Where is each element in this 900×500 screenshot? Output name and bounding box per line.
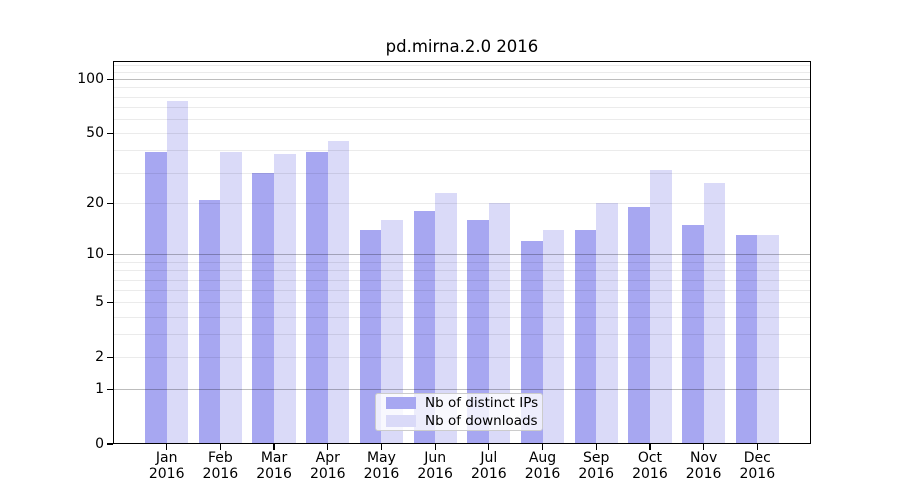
x-tick-mark — [219, 444, 221, 450]
y-tick-mark — [107, 388, 113, 390]
gridline-10 — [113, 254, 811, 256]
gridline-4 — [113, 316, 811, 318]
y-tick-mark — [107, 443, 113, 445]
x-tick-label: Jan 2016 — [148, 450, 185, 482]
gridline-50 — [113, 133, 811, 135]
gridline-70 — [113, 107, 811, 109]
y-tick-label: 100 — [77, 71, 104, 88]
bar-ips-jul — [467, 220, 489, 444]
bar-ips-jan — [145, 152, 167, 444]
x-tick-mark — [756, 444, 758, 450]
y-tick-label: 2 — [95, 349, 104, 366]
x-tick-label: Mar 2016 — [256, 450, 292, 482]
y-tick-mark — [107, 301, 113, 303]
x-tick-mark — [595, 444, 597, 450]
legend-row-downloads: Nb of downloads — [376, 412, 542, 429]
x-tick-label: Oct 2016 — [632, 450, 668, 482]
bar-downloads-sep — [596, 203, 618, 444]
bar-downloads-jul — [488, 203, 511, 444]
x-tick-label: Jun 2016 — [417, 450, 453, 482]
gridline-100 — [113, 79, 811, 81]
bar-ips-feb — [198, 199, 221, 444]
y-tick-mark — [107, 78, 113, 80]
gridline-7 — [113, 279, 811, 281]
y-tick-mark — [107, 202, 113, 204]
bar-downloads-mar — [274, 154, 296, 444]
legend-swatch-distinct-ips — [386, 397, 416, 409]
legend-row-distinct-ips: Nb of distinct IPs — [376, 394, 542, 411]
bar-ips-may — [359, 229, 382, 444]
x-tick-mark — [327, 444, 329, 450]
bar-downloads-jan — [166, 100, 189, 444]
x-tick-mark — [434, 444, 436, 450]
bar-ips-mar — [252, 172, 275, 444]
y-tick-mark — [107, 132, 113, 134]
gridline-30 — [113, 172, 811, 174]
x-tick-label: Aug 2016 — [524, 450, 561, 482]
x-tick-mark — [703, 444, 705, 450]
y-tick-label: 10 — [86, 246, 104, 263]
gridline-120 — [113, 64, 811, 66]
bar-downloads-may — [381, 220, 404, 444]
y-tick-label: 20 — [86, 195, 104, 212]
y-tick-label: 1 — [95, 381, 104, 398]
gridline-9 — [113, 262, 811, 263]
bar-downloads-dec — [757, 235, 779, 444]
gridline-110 — [113, 71, 811, 73]
legend-swatch-downloads — [386, 415, 416, 427]
chart-title: pd.mirna.2.0 2016 — [385, 37, 539, 56]
x-tick-label: Dec 2016 — [739, 450, 776, 482]
gridline-3 — [113, 334, 811, 336]
x-tick-label: Nov 2016 — [685, 450, 722, 482]
gridline-5 — [113, 302, 811, 304]
y-tick-label: 5 — [95, 294, 104, 311]
bar-ips-oct — [628, 207, 650, 444]
gridline-80 — [113, 96, 811, 98]
x-tick-mark — [273, 444, 275, 450]
bar-ips-dec — [735, 235, 758, 444]
y-tick-mark — [107, 253, 113, 256]
gridline-1 — [113, 389, 811, 391]
bar-downloads-jun — [435, 192, 457, 444]
bar-downloads-feb — [220, 152, 242, 444]
x-tick-label: Jul 2016 — [471, 450, 507, 482]
legend-label-distinct-ips: Nb of distinct IPs — [425, 394, 539, 411]
gridline-90 — [113, 87, 811, 89]
gridline-2 — [113, 357, 811, 359]
y-tick-label: 50 — [86, 125, 104, 142]
x-tick-label: Feb 2016 — [202, 450, 239, 482]
bar-ips-nov — [682, 224, 704, 444]
x-tick-mark — [380, 444, 383, 450]
x-tick-mark — [649, 444, 651, 450]
bar-downloads-aug — [542, 229, 565, 444]
x-tick-label: May 2016 — [363, 450, 400, 482]
y-tick-label: 0 — [95, 436, 104, 452]
gridline-60 — [113, 119, 811, 121]
gridline-8 — [113, 270, 811, 272]
gridline-40 — [113, 150, 811, 152]
bar-ips-sep — [574, 229, 597, 444]
x-tick-mark — [166, 444, 168, 450]
x-tick-label: Apr 2016 — [309, 450, 346, 482]
bar-downloads-apr — [327, 141, 350, 444]
x-tick-mark — [541, 444, 544, 450]
bar-downloads-oct — [649, 170, 672, 444]
legend-label-downloads: Nb of downloads — [425, 412, 538, 429]
x-tick-mark — [488, 444, 490, 450]
bar-downloads-nov — [703, 183, 726, 444]
legend: Nb of distinct IPs Nb of downloads — [375, 393, 543, 431]
y-tick-mark — [107, 356, 113, 358]
bar-ips-jun — [413, 211, 436, 444]
gridline-20 — [113, 203, 811, 205]
x-tick-label: Sep 2016 — [578, 450, 615, 482]
gridline-6 — [113, 290, 811, 292]
bar-ips-apr — [306, 152, 328, 444]
